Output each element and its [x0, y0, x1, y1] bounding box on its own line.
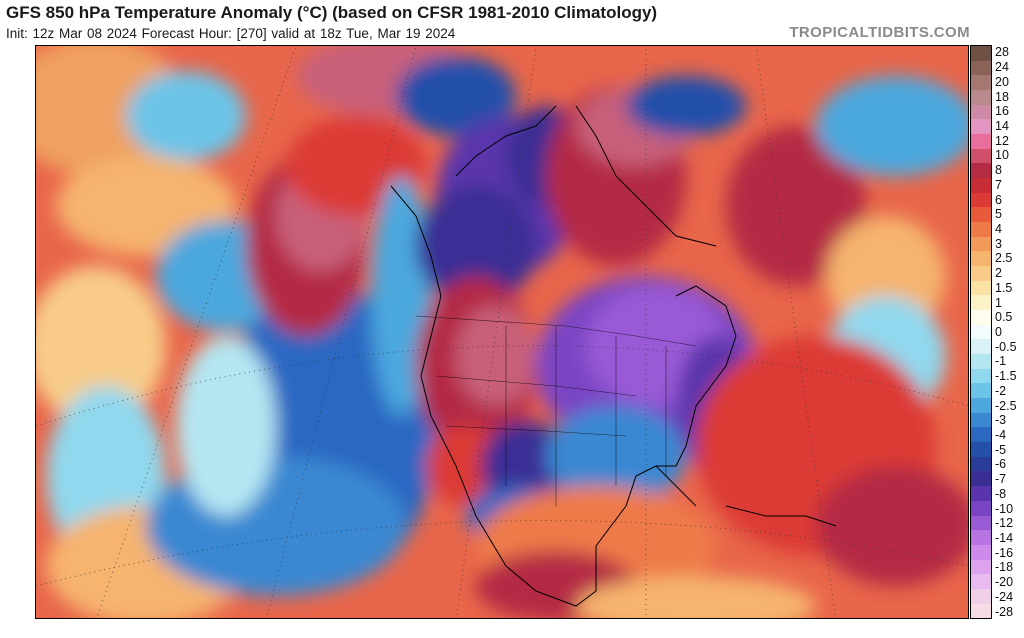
colorbar-label: -2	[995, 383, 1007, 398]
colorbar-swatch	[971, 412, 991, 428]
colorbar-label: 4	[995, 221, 1002, 236]
colorbar-swatch	[971, 588, 991, 604]
colorbar-swatch	[971, 222, 991, 237]
colorbar-label: -1	[995, 354, 1007, 369]
colorbar-swatch	[971, 207, 991, 223]
colorbar-swatch	[971, 471, 991, 487]
colorbar-swatch	[971, 486, 991, 501]
colorbar-swatch	[971, 251, 991, 267]
colorbar-swatch	[971, 310, 991, 325]
colorbar-swatch	[971, 192, 991, 208]
coastlines	[390, 105, 837, 607]
colorbar-label: 0.5	[995, 310, 1013, 325]
colorbar-labels: 28 24 20 18 16 14 12 10 8 7 6 5 4 3 2.5 2 1.5 1 0.5 0 -0.5 -1…	[994, 45, 1024, 619]
colorbar-label: -20	[995, 574, 1014, 589]
anomaly-field	[36, 46, 968, 618]
colorbar-swatch	[971, 324, 991, 340]
colorbar	[970, 45, 992, 619]
colorbar-label: -6	[995, 457, 1007, 472]
site-watermark: TROPICALTIDBITS.COM	[789, 24, 970, 41]
colorbar-label: -4	[995, 427, 1007, 442]
colorbar-label: 1.5	[995, 280, 1013, 295]
colorbar-swatch	[971, 544, 991, 560]
colorbar-swatch	[971, 163, 991, 179]
colorbar-label: 12	[995, 133, 1009, 148]
colorbar-label: 1	[995, 295, 1002, 310]
colorbar-swatch	[971, 500, 991, 516]
colorbar-label: 20	[995, 74, 1009, 89]
colorbar-label: 6	[995, 192, 1002, 207]
colorbar-swatch	[971, 339, 991, 355]
colorbar-swatch	[971, 104, 991, 120]
colorbar-swatch	[971, 456, 991, 472]
colorbar-label: 2.5	[995, 251, 1013, 266]
colorbar-swatch	[971, 530, 991, 545]
colorbar-label: -18	[995, 560, 1014, 575]
colorbar-label: 14	[995, 118, 1009, 133]
map-title: GFS 850 hPa Temperature Anomaly (°C) (ba…	[6, 3, 658, 22]
colorbar-swatch	[971, 559, 991, 575]
forecast-info: Init: 12z Mar 08 2024 Forecast Hour: [27…	[6, 26, 456, 41]
colorbar-swatch	[971, 574, 991, 589]
colorbar-swatch	[971, 60, 991, 76]
colorbar-swatch	[971, 236, 991, 252]
colorbar-label: 2	[995, 265, 1002, 280]
colorbar-swatch	[971, 354, 991, 369]
colorbar-swatch	[971, 148, 991, 164]
political-borders	[415, 315, 697, 506]
colorbar-label: 5	[995, 207, 1002, 221]
colorbar-swatch	[971, 368, 991, 384]
colorbar-label: 24	[995, 59, 1009, 74]
anomaly-map-svg	[36, 46, 968, 618]
colorbar-swatch	[971, 46, 991, 61]
colorbar-swatch	[971, 442, 991, 457]
colorbar-label: 8	[995, 162, 1002, 177]
colorbar-label: -0.5	[995, 339, 1017, 354]
colorbar-label: 16	[995, 103, 1009, 118]
colorbar-swatch	[971, 90, 991, 105]
colorbar-swatch	[971, 75, 991, 91]
colorbar-label: 28	[995, 45, 1009, 60]
colorbar-swatch	[971, 295, 991, 311]
colorbar-swatch	[971, 398, 991, 413]
colorbar-label: -12	[995, 516, 1014, 531]
colorbar-label: -2.5	[995, 398, 1017, 413]
colorbar-label: -3	[995, 413, 1007, 428]
colorbar-label: -24	[995, 589, 1014, 604]
colorbar-label: 10	[995, 148, 1009, 163]
colorbar-swatch	[971, 280, 991, 296]
colorbar-label: -14	[995, 530, 1014, 545]
colorbar-label: -10	[995, 501, 1014, 516]
colorbar-label: -7	[995, 471, 1007, 486]
colorbar-swatch	[971, 134, 991, 149]
graticule	[36, 46, 968, 618]
colorbar-label: 7	[995, 177, 1002, 192]
colorbar-swatch	[971, 515, 991, 531]
colorbar-label: 0	[995, 324, 1002, 339]
colorbar-label: -28	[995, 604, 1014, 619]
colorbar-label: -8	[995, 486, 1007, 501]
colorbar-label: 3	[995, 236, 1002, 251]
colorbar-swatch	[971, 603, 991, 619]
colorbar-swatch	[971, 427, 991, 443]
colorbar-label: -1.5	[995, 368, 1017, 383]
colorbar-swatch	[971, 383, 991, 399]
colorbar-swatch	[971, 266, 991, 281]
colorbar-swatch	[971, 178, 991, 193]
colorbar-label: 18	[995, 89, 1009, 104]
colorbar-label: -5	[995, 442, 1007, 457]
colorbar-label: -16	[995, 545, 1014, 560]
anomaly-map	[35, 45, 969, 619]
colorbar-swatch	[971, 119, 991, 135]
